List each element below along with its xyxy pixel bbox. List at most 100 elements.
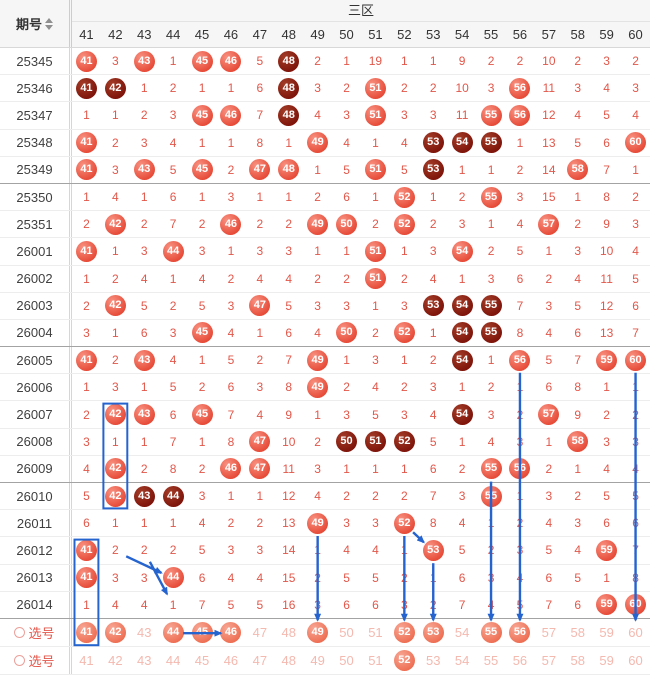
trend-row-26014: 26014 1 4 4 1 7 5 5 16 3 6 6 3 2 7 4 5 7 6 59 60 bbox=[0, 591, 650, 619]
candidate-number[interactable]: 43 bbox=[137, 652, 152, 668]
candidate-number[interactable]: 54 bbox=[454, 652, 470, 668]
picked-number-ball-52[interactable]: 52 bbox=[393, 621, 415, 643]
miss-count: 1 bbox=[198, 434, 206, 449]
candidate-number[interactable]: 59 bbox=[599, 624, 614, 640]
period-header-cell[interactable]: 期号 bbox=[0, 0, 72, 47]
miss-count: 1 bbox=[516, 489, 524, 504]
period-number: 25345 bbox=[0, 48, 72, 75]
miss-count: 1 bbox=[112, 434, 119, 449]
picked-number-ball-41[interactable]: 41 bbox=[75, 621, 97, 643]
selection-row-2: 选号 41 42 43 44 45 46 47 48 49 50 51 52 53 54 55 56 57 58 59… bbox=[0, 646, 650, 675]
miss-count: 8 bbox=[285, 380, 293, 395]
period-number: 25350 bbox=[0, 183, 72, 211]
miss-count: 7 bbox=[256, 108, 264, 123]
drawn-number-ball-54: 54 bbox=[451, 349, 473, 371]
miss-count: 4 bbox=[314, 325, 321, 340]
miss-count: 2 bbox=[603, 407, 610, 422]
candidate-number[interactable]: 56 bbox=[512, 652, 528, 668]
candidate-number[interactable]: 60 bbox=[628, 624, 643, 640]
drawn-number-ball-42: 42 bbox=[104, 213, 126, 235]
candidate-number[interactable]: 50 bbox=[339, 624, 354, 640]
candidate-number[interactable]: 45 bbox=[194, 652, 210, 668]
period-number: 26001 bbox=[0, 238, 72, 265]
miss-count: 2 bbox=[401, 489, 408, 504]
miss-count: 2 bbox=[198, 380, 206, 395]
drawn-number-ball-54: 54 bbox=[451, 240, 473, 262]
miss-count: 3 bbox=[227, 298, 235, 313]
candidate-number[interactable]: 51 bbox=[368, 624, 383, 640]
picked-number-ball-53[interactable]: 53 bbox=[422, 621, 444, 643]
drawn-number-ball-42: 42 bbox=[104, 77, 126, 99]
picked-number-ball-44[interactable]: 44 bbox=[162, 621, 184, 643]
candidate-number[interactable]: 59 bbox=[599, 652, 614, 668]
drawn-number-ball-51: 51 bbox=[364, 77, 386, 99]
candidate-number[interactable]: 54 bbox=[454, 624, 470, 640]
miss-count: 2 bbox=[574, 489, 582, 504]
picked-number-ball-49[interactable]: 49 bbox=[307, 621, 329, 643]
drawn-number-ball-46: 46 bbox=[220, 213, 242, 235]
candidate-number[interactable]: 55 bbox=[483, 652, 499, 668]
miss-count: 1 bbox=[169, 516, 177, 531]
candidate-number[interactable]: 44 bbox=[165, 652, 181, 668]
miss-count: 6 bbox=[198, 570, 206, 585]
period-number: 26011 bbox=[0, 510, 72, 537]
miss-count: 2 bbox=[545, 271, 553, 286]
period-number: 26007 bbox=[0, 401, 72, 428]
selection-row-label: 选号 bbox=[0, 618, 72, 646]
miss-count: 3 bbox=[574, 81, 582, 96]
drawn-number-ball-41: 41 bbox=[75, 159, 97, 181]
period-number: 26006 bbox=[0, 374, 72, 401]
picked-number-ball-46[interactable]: 46 bbox=[220, 621, 242, 643]
miss-count: 4 bbox=[516, 217, 524, 232]
picked-number-ball-55[interactable]: 55 bbox=[480, 621, 502, 643]
candidate-number[interactable]: 53 bbox=[426, 652, 441, 668]
picked-number-ball-42[interactable]: 42 bbox=[104, 621, 126, 643]
miss-count: 1 bbox=[198, 81, 206, 96]
drawn-number-ball-45: 45 bbox=[191, 159, 213, 181]
table-header: 期号 三区 41 42 43 44 45 46 47 48 49 50 51 52 53 54 55 56 57… bbox=[0, 0, 650, 48]
candidate-number[interactable]: 50 bbox=[339, 652, 354, 668]
miss-count: 6 bbox=[169, 407, 177, 422]
miss-count: 4 bbox=[198, 516, 206, 531]
picked-number-ball-45[interactable]: 45 bbox=[191, 621, 213, 643]
candidate-number[interactable]: 58 bbox=[570, 652, 585, 668]
candidate-number[interactable]: 57 bbox=[541, 652, 557, 668]
trend-row-25350: 25350 1 4 1 6 1 3 1 1 2 6 1 52 1 2 55 3 15 1 8 2 bbox=[0, 183, 650, 212]
miss-count: 5 bbox=[603, 108, 610, 123]
miss-count: 5 bbox=[574, 570, 582, 585]
trend-row-26006: 26006 1 3 1 5 2 6 3 8 49 2 4 2 3 1 2 1 6 8 1 1 bbox=[0, 374, 650, 402]
miss-count: 4 bbox=[603, 461, 610, 476]
drawn-number-ball-50: 50 bbox=[336, 213, 358, 235]
radio-circle-icon[interactable] bbox=[14, 626, 26, 638]
selection-row-1: 选号 41 42 43 44 45 46 47 48 49 50 51 52 53 54 55 56 57 58 59… bbox=[0, 618, 650, 647]
candidate-number[interactable]: 42 bbox=[108, 652, 123, 668]
radio-circle-icon[interactable] bbox=[14, 654, 26, 666]
candidate-number[interactable]: 51 bbox=[368, 652, 383, 668]
candidate-number[interactable]: 47 bbox=[252, 652, 268, 668]
picked-number-ball-52[interactable]: 52 bbox=[393, 649, 415, 671]
drawn-number-ball-51: 51 bbox=[364, 159, 386, 181]
miss-count: 2 bbox=[487, 543, 495, 558]
candidate-number[interactable]: 48 bbox=[281, 652, 296, 668]
miss-count: 9 bbox=[458, 54, 466, 69]
candidate-number[interactable]: 41 bbox=[79, 652, 94, 668]
trend-row-26011: 26011 6 1 1 1 4 2 2 13 49 3 3 52 8 4 1 2 4 3 6 6 bbox=[0, 510, 650, 538]
candidate-number[interactable]: 49 bbox=[310, 652, 325, 668]
candidate-number[interactable]: 43 bbox=[137, 624, 152, 640]
candidate-number[interactable]: 46 bbox=[223, 652, 239, 668]
candidate-number[interactable]: 47 bbox=[252, 624, 268, 640]
miss-count: 2 bbox=[314, 570, 321, 585]
drawn-number-ball-59: 59 bbox=[596, 594, 618, 616]
miss-count: 3 bbox=[343, 516, 350, 531]
picked-number-ball-56[interactable]: 56 bbox=[509, 621, 531, 643]
miss-count: 5 bbox=[458, 543, 466, 558]
candidate-number[interactable]: 60 bbox=[628, 652, 643, 668]
candidate-number[interactable]: 58 bbox=[570, 624, 585, 640]
miss-count: 2 bbox=[140, 543, 148, 558]
miss-count: 1 bbox=[401, 461, 408, 476]
drawn-number-ball-58: 58 bbox=[567, 431, 589, 453]
candidate-number[interactable]: 57 bbox=[541, 624, 557, 640]
candidate-number[interactable]: 48 bbox=[281, 624, 296, 640]
sort-icon[interactable] bbox=[45, 17, 53, 30]
miss-count: 16 bbox=[282, 597, 296, 612]
